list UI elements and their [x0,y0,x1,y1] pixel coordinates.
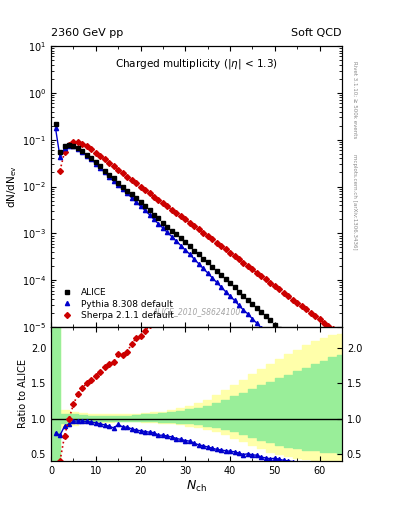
ALICE [210,264,215,270]
Pythia 8.308 default [237,302,241,308]
Sherpa 2.1.1 default [192,223,196,229]
ALICE [89,155,94,161]
Pythia 8.308 default [53,125,58,132]
Line: Pythia 8.308 default: Pythia 8.308 default [53,126,340,410]
Pythia 8.308 default [89,156,94,162]
ALICE [232,284,237,290]
ALICE [53,121,58,127]
Pythia 8.308 default [232,297,237,304]
Line: Sherpa 2.1.1 default: Sherpa 2.1.1 default [58,140,340,335]
Pythia 8.308 default [192,256,196,262]
ALICE [335,380,340,387]
Legend: ALICE, Pythia 8.308 default, Sherpa 2.1.1 default: ALICE, Pythia 8.308 default, Sherpa 2.1.… [55,286,176,323]
Pythia 8.308 default [210,274,215,281]
Pythia 8.308 default [335,404,340,411]
Text: ALICE_2010_S8624100: ALICE_2010_S8624100 [152,307,241,316]
Line: ALICE: ALICE [53,121,340,386]
X-axis label: $N_{\rm ch}$: $N_{\rm ch}$ [186,478,207,494]
Text: Soft QCD: Soft QCD [292,28,342,38]
ALICE [192,247,196,253]
Text: Charged multiplicity ($|\eta|$ < 1.3): Charged multiplicity ($|\eta|$ < 1.3) [115,57,278,71]
ALICE [169,227,174,233]
Text: Rivet 3.1.10; ≥ 500k events: Rivet 3.1.10; ≥ 500k events [352,61,357,139]
Sherpa 2.1.1 default [331,326,335,332]
Sherpa 2.1.1 default [58,167,62,174]
Pythia 8.308 default [169,233,174,240]
Sherpa 2.1.1 default [71,139,76,145]
Text: mcplots.cern.ch [arXiv:1306.3436]: mcplots.cern.ch [arXiv:1306.3436] [352,154,357,249]
Sherpa 2.1.1 default [138,183,143,189]
Sherpa 2.1.1 default [201,229,206,236]
Y-axis label: dN/dN$_{\rm ev}$: dN/dN$_{\rm ev}$ [6,165,19,208]
Sherpa 2.1.1 default [335,330,340,336]
Sherpa 2.1.1 default [147,190,152,196]
Sherpa 2.1.1 default [255,270,259,276]
Y-axis label: Ratio to ALICE: Ratio to ALICE [18,359,28,429]
ALICE [237,289,241,295]
Text: 2360 GeV pp: 2360 GeV pp [51,28,123,38]
